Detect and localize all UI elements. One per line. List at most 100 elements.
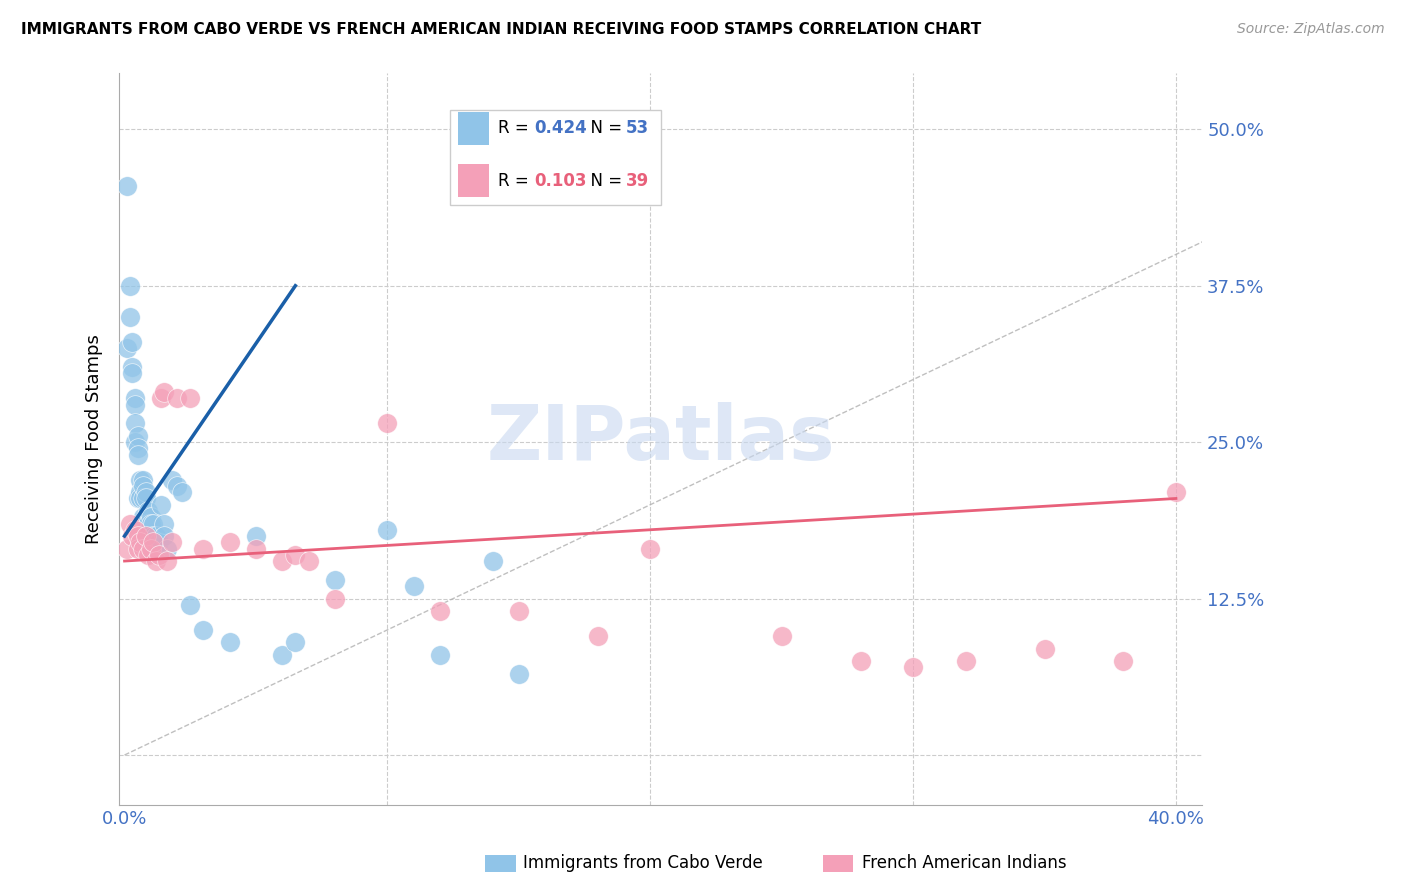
Point (429, 648, 451, 662)
Point (145, 529, 167, 543)
Point (193, 541, 215, 556)
Point (284, 635, 307, 649)
Point (297, 554, 319, 568)
Point (150, 392, 173, 406)
Point (160, 535, 183, 549)
Point (638, 541, 661, 556)
Point (155, 554, 177, 568)
Point (132, 491, 155, 506)
Point (218, 635, 240, 649)
Point (849, 654, 872, 668)
Point (142, 529, 165, 543)
Point (245, 541, 267, 556)
Text: 53: 53 (626, 120, 650, 137)
Point (129, 535, 152, 549)
Point (770, 629, 793, 643)
Point (118, 516, 141, 531)
Point (955, 654, 977, 668)
Point (135, 491, 157, 506)
Point (124, 398, 146, 412)
Point (115, 178, 138, 193)
Point (127, 491, 149, 506)
Point (508, 666, 530, 681)
Point (135, 529, 157, 543)
Point (136, 504, 159, 518)
Point (132, 479, 155, 493)
Point (127, 442, 149, 456)
Point (179, 598, 201, 612)
Text: ZIPatlas: ZIPatlas (486, 402, 835, 476)
Text: R =: R = (498, 120, 534, 137)
Point (127, 529, 149, 543)
Point (377, 523, 399, 537)
Text: 0.424: 0.424 (534, 120, 586, 137)
Point (271, 554, 294, 568)
Point (153, 385, 176, 400)
Point (132, 510, 155, 524)
Text: Immigrants from Cabo Verde: Immigrants from Cabo Verde (523, 855, 763, 872)
Point (118, 278, 141, 293)
Text: N =: N = (579, 120, 627, 137)
Point (586, 629, 609, 643)
Point (132, 541, 155, 556)
Point (124, 523, 146, 537)
Point (1164, 485, 1187, 500)
Point (155, 541, 177, 556)
Point (153, 529, 176, 543)
Point (1033, 641, 1056, 656)
Point (136, 548, 159, 562)
Point (121, 360, 143, 375)
Point (115, 341, 138, 355)
Point (142, 535, 165, 549)
Point (508, 604, 530, 618)
Point (127, 541, 149, 556)
Point (245, 529, 267, 543)
Point (323, 573, 346, 587)
Point (139, 510, 162, 524)
Bar (458, 112, 488, 145)
Text: 0.103: 0.103 (534, 172, 586, 190)
Point (166, 392, 188, 406)
Point (132, 473, 155, 487)
Point (124, 435, 146, 450)
Point (1112, 654, 1135, 668)
Y-axis label: Receiving Food Stamps: Receiving Food Stamps (86, 334, 103, 544)
Point (402, 579, 425, 593)
Point (148, 548, 170, 562)
Point (127, 429, 149, 443)
Point (218, 535, 240, 549)
Point (142, 516, 165, 531)
Point (124, 392, 146, 406)
Point (115, 541, 138, 556)
Point (118, 310, 141, 324)
Point (121, 367, 143, 381)
Point (284, 548, 307, 562)
Point (193, 623, 215, 637)
Point (153, 516, 176, 531)
Point (145, 554, 167, 568)
Point (481, 554, 503, 568)
Point (136, 516, 159, 531)
Text: N =: N = (579, 172, 627, 190)
Point (271, 648, 294, 662)
Point (160, 473, 183, 487)
Bar (458, 164, 488, 197)
Text: IMMIGRANTS FROM CABO VERDE VS FRENCH AMERICAN INDIAN RECEIVING FOOD STAMPS CORRE: IMMIGRANTS FROM CABO VERDE VS FRENCH AME… (21, 22, 981, 37)
Text: R =: R = (498, 172, 534, 190)
Point (121, 529, 143, 543)
Point (166, 479, 188, 493)
Point (139, 529, 162, 543)
Point (135, 485, 157, 500)
Text: Source: ZipAtlas.com: Source: ZipAtlas.com (1237, 22, 1385, 37)
Point (135, 510, 157, 524)
Point (121, 334, 143, 349)
Point (901, 660, 924, 674)
Point (139, 541, 162, 556)
Text: 39: 39 (626, 172, 650, 190)
FancyBboxPatch shape (450, 110, 661, 205)
Point (127, 448, 149, 462)
Point (148, 535, 170, 549)
Point (139, 516, 162, 531)
Point (129, 491, 152, 506)
Point (179, 392, 201, 406)
